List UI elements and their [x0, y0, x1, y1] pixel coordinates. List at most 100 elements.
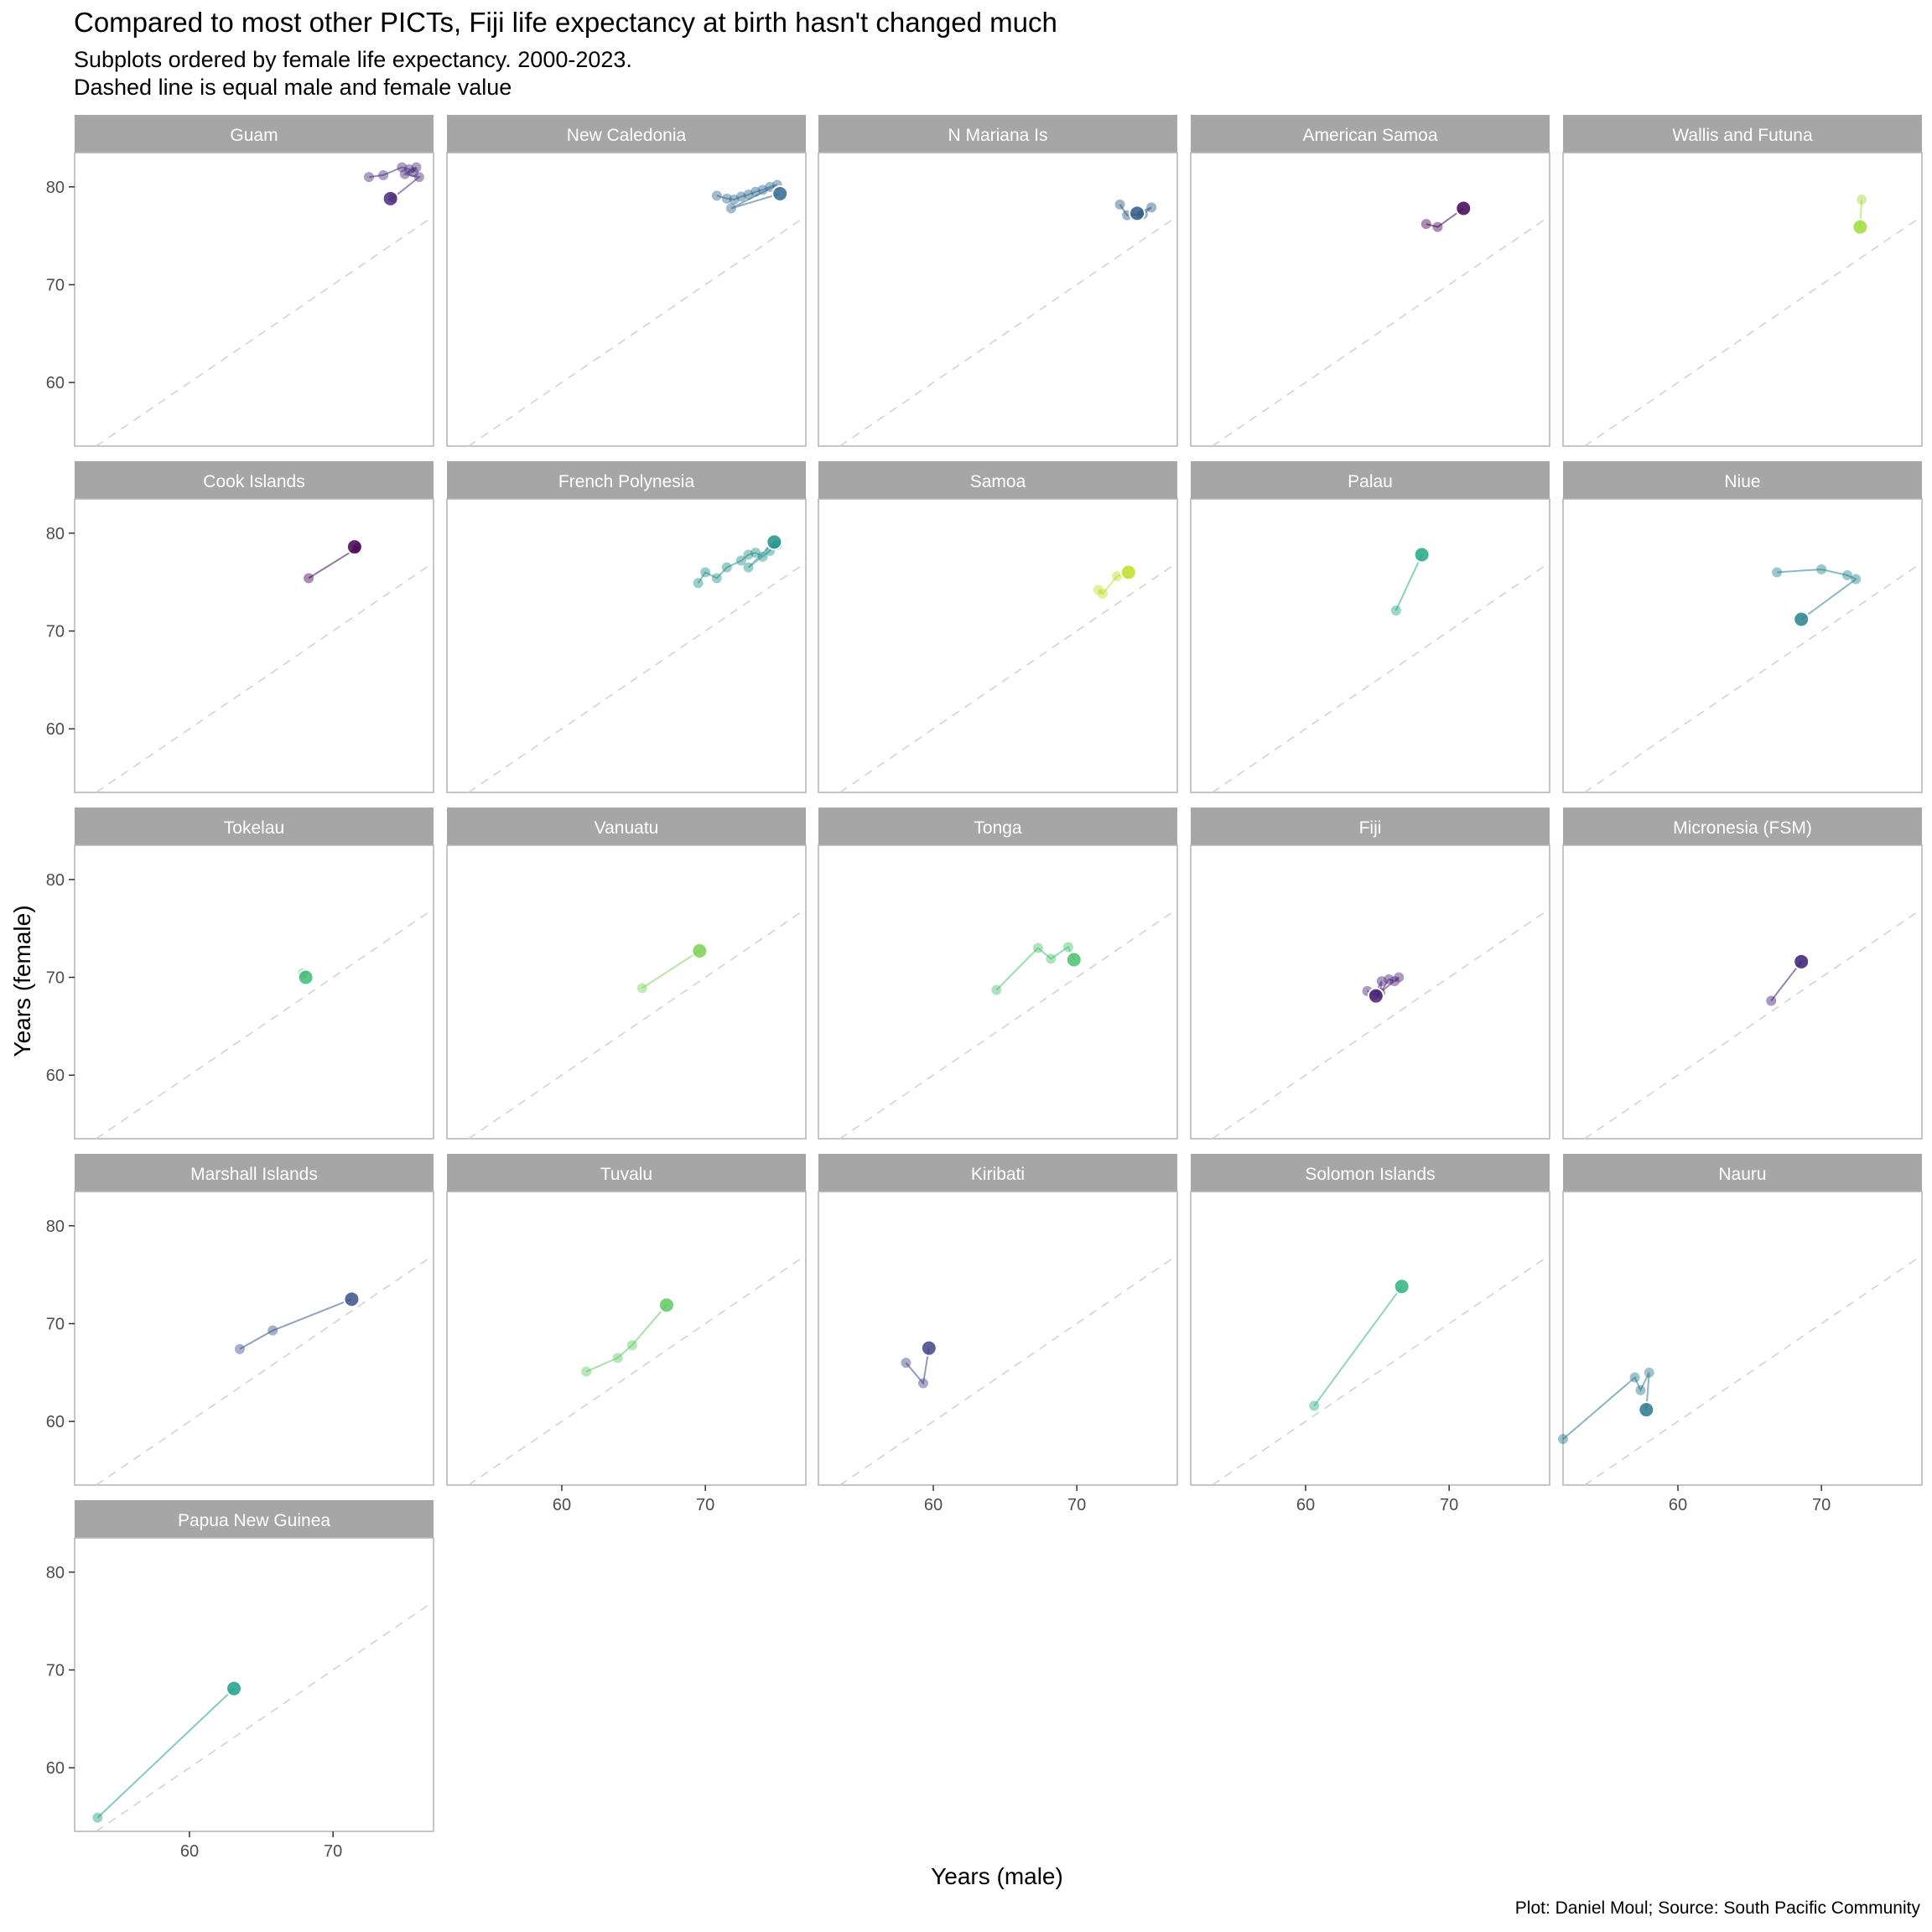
facet-strip-label: Wallis and Futuna: [1672, 126, 1813, 145]
y-axis-label: Years (female): [9, 905, 35, 1057]
facet-strip-label: Samoa: [970, 472, 1026, 491]
facet-panel: N Mariana Is: [818, 115, 1178, 447]
data-point: [743, 190, 754, 200]
x-tick-label: 70: [1440, 1496, 1458, 1514]
y-tick-label: 80: [46, 179, 65, 197]
facet-strip: [1563, 115, 1922, 153]
facet-strip: [818, 461, 1177, 499]
y-tick-label: 80: [46, 1218, 65, 1236]
facet-strip-label: Micronesia (FSM): [1673, 818, 1812, 838]
facet-panel: Micronesia (FSM): [1562, 808, 1923, 1140]
facet-plot-area: [74, 498, 434, 793]
facet-strip: [447, 1154, 806, 1192]
data-point: [1841, 570, 1852, 580]
y-tick-label: 80: [46, 525, 65, 543]
facet-strip: [1563, 808, 1922, 845]
y-tick-label: 70: [46, 1316, 65, 1334]
facet-strip-label: Papua New Guinea: [178, 1511, 330, 1530]
y-tick-label: 70: [46, 623, 65, 641]
series-path: [96, 1687, 235, 1819]
facet-strip-label: French Polynesia: [558, 472, 695, 491]
data-point: [1394, 972, 1405, 983]
y-tick-label: 60: [46, 1759, 65, 1778]
data-point: [1644, 1367, 1654, 1378]
data-point: [757, 551, 768, 562]
y-tick-label: 60: [46, 720, 65, 739]
data-point: [991, 984, 1002, 995]
facet-strip: [1563, 1154, 1922, 1192]
data-point: [735, 191, 746, 202]
data-point: [92, 1812, 103, 1823]
facet-strip-label: Marshall Islands: [190, 1165, 318, 1184]
facet-plot-area: [1562, 498, 1923, 793]
facet-strip: [75, 1154, 434, 1192]
equality-reference-line: [839, 908, 1178, 1140]
x-tick-label: 60: [1296, 1496, 1315, 1514]
series-path: [716, 184, 781, 210]
facet-panel: Solomon Islands 60 70: [1190, 1154, 1550, 1514]
data-point: [1112, 571, 1123, 582]
data-point: [1367, 987, 1384, 1005]
equality-reference-line: [468, 908, 807, 1140]
data-point: [1389, 976, 1400, 987]
x-tick-label: 70: [1067, 1496, 1086, 1514]
facet-strip-label: American Samoa: [1302, 126, 1437, 145]
x-tick-label: 60: [1669, 1496, 1687, 1514]
data-point: [1857, 195, 1867, 205]
facet-plot-area: [1562, 152, 1923, 447]
data-point: [403, 164, 414, 174]
equality-reference-line: [96, 1254, 434, 1486]
series-path: [1426, 207, 1464, 228]
data-point: [1376, 976, 1387, 987]
facet-panel: Vanuatu: [446, 808, 807, 1140]
data-point: [711, 190, 722, 201]
equality-reference-line: [839, 216, 1178, 447]
data-point: [1635, 1384, 1646, 1395]
data-point: [378, 169, 389, 180]
facet-strip-label: Tokelau: [224, 818, 284, 838]
facet-strip: [447, 115, 806, 153]
chart-subtitle-line-2: Dashed line is equal male and female val…: [74, 75, 512, 100]
x-tick-label: 60: [924, 1496, 943, 1514]
data-point: [657, 1296, 675, 1314]
data-point: [397, 162, 408, 173]
data-point: [1558, 1434, 1568, 1445]
facet-panel: American Samoa: [1190, 115, 1550, 447]
facet-strip: [75, 461, 434, 499]
facet-strip-label: Niue: [1724, 472, 1760, 491]
facet-strip: [1191, 461, 1550, 499]
data-point: [1413, 546, 1431, 564]
data-point: [1793, 953, 1810, 970]
data-point: [297, 969, 314, 986]
x-axis-label: Years (male): [931, 1863, 1063, 1889]
x-tick-label: 60: [553, 1496, 571, 1514]
series-path: [905, 1348, 930, 1386]
facet-panel: Guam 60 70 80: [46, 115, 434, 447]
data-point: [1129, 205, 1146, 222]
facet-plot-area: [818, 152, 1178, 447]
data-point: [766, 533, 783, 551]
facet-panel: Papua New Guinea 60 70 80 60 70: [46, 1500, 434, 1861]
facet-strip: [1191, 1154, 1550, 1192]
equality-reference-line: [1584, 562, 1923, 793]
facet-panel: Tokelau 60 70 80: [46, 808, 434, 1140]
y-tick-label: 80: [46, 1564, 65, 1582]
data-point: [735, 555, 746, 566]
series-path: [1777, 568, 1858, 621]
equality-reference-line: [468, 1254, 807, 1486]
facet-plot-area: [1190, 1191, 1550, 1486]
data-point: [1851, 574, 1862, 584]
data-point: [1146, 202, 1157, 213]
data-point: [1420, 219, 1431, 230]
facet-strip-label: Guam: [230, 126, 278, 145]
data-point: [700, 567, 711, 578]
facet-panel: Fiji: [1190, 808, 1550, 1140]
data-point: [757, 184, 768, 195]
equality-reference-line: [468, 216, 807, 447]
data-point: [612, 1353, 623, 1363]
facet-strip-label: Cook Islands: [203, 472, 304, 491]
facet-panel: Cook Islands 60 70 80: [46, 461, 434, 793]
facet-plot-area: [818, 844, 1178, 1140]
data-point: [1384, 974, 1394, 984]
